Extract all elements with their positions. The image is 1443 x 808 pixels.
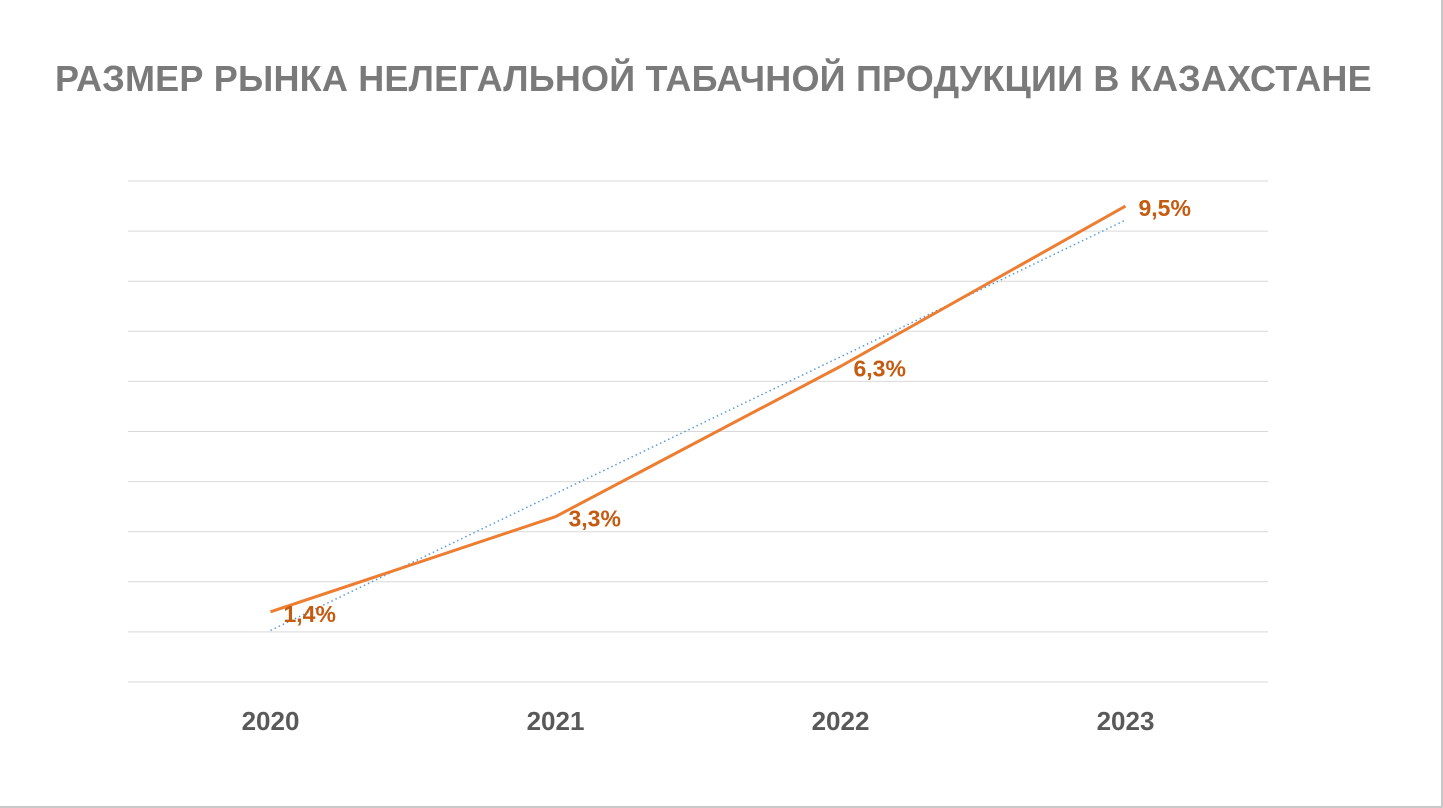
- x-tick-label: 2023: [1097, 706, 1155, 736]
- data-label: 6,3%: [854, 355, 906, 381]
- trendline-group: [270, 219, 1126, 632]
- x-tick-label: 2020: [242, 706, 300, 736]
- series-group: [270, 204, 1127, 614]
- series-line: [270, 204, 1127, 614]
- x-tick-label: 2022: [812, 706, 870, 736]
- linear-trendline: [270, 219, 1126, 632]
- chart-title: РАЗМЕР РЫНКА НЕЛЕГАЛЬНОЙ ТАБАЧНОЙ ПРОДУК…: [55, 58, 1372, 99]
- x-tick-label: 2021: [527, 706, 585, 736]
- data-label: 9,5%: [1139, 195, 1191, 221]
- x-axis-ticks: 2020 2021 2022 2023: [242, 706, 1155, 736]
- data-label: 1,4%: [284, 601, 336, 627]
- data-labels: 1,4% 3,3% 6,3% 9,5%: [284, 195, 1191, 627]
- data-label: 3,3%: [569, 506, 621, 532]
